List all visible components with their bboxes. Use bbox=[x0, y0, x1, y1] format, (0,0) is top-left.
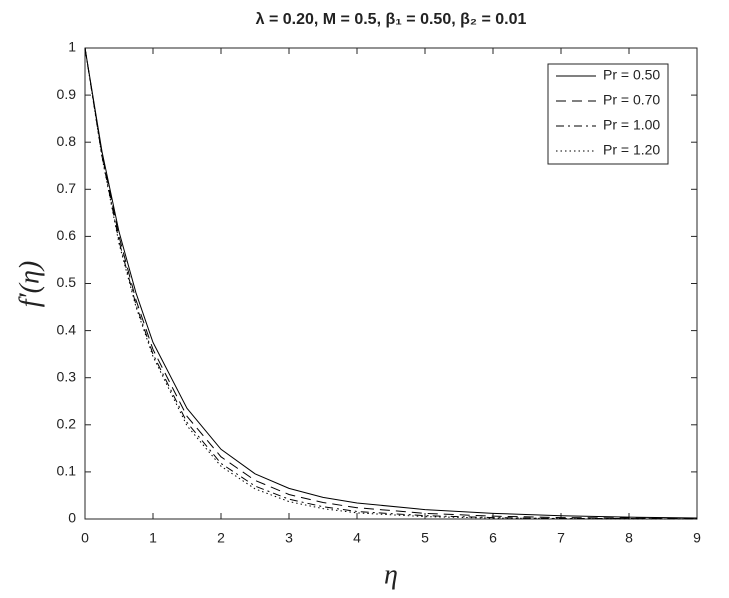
x-tick-label: 7 bbox=[557, 530, 565, 546]
x-tick-label: 5 bbox=[421, 530, 429, 546]
y-tick-label: 0.9 bbox=[57, 86, 77, 102]
x-tick-label: 0 bbox=[81, 530, 89, 546]
x-tick-label: 4 bbox=[353, 530, 361, 546]
x-tick-label: 2 bbox=[217, 530, 225, 546]
x-tick-label: 6 bbox=[489, 530, 497, 546]
y-tick-label: 0.1 bbox=[57, 463, 77, 479]
legend-label: Pr = 0.70 bbox=[603, 92, 660, 108]
y-tick-label: 0.2 bbox=[57, 416, 77, 432]
y-tick-label: 0.6 bbox=[57, 227, 77, 243]
y-tick-label: 0.3 bbox=[57, 368, 77, 384]
y-tick-label: 0 bbox=[68, 510, 76, 526]
y-axis-label: f′(η) bbox=[14, 261, 45, 307]
data-line bbox=[84, 47, 698, 520]
y-tick-label: 1 bbox=[68, 39, 76, 55]
y-tick-label: 0.4 bbox=[57, 321, 77, 337]
legend-label: Pr = 1.20 bbox=[603, 142, 660, 158]
legend-label: Pr = 1.00 bbox=[603, 117, 660, 133]
x-tick-label: 9 bbox=[693, 530, 701, 546]
x-axis-label: η bbox=[384, 559, 398, 590]
legend-label: Pr = 0.50 bbox=[603, 67, 660, 83]
y-tick-label: 0.5 bbox=[57, 274, 77, 290]
data-line bbox=[84, 47, 698, 519]
y-tick-label: 0.7 bbox=[57, 180, 77, 196]
data-line bbox=[84, 47, 698, 520]
x-tick-label: 8 bbox=[625, 530, 633, 546]
x-tick-label: 3 bbox=[285, 530, 293, 546]
y-tick-label: 0.8 bbox=[57, 133, 77, 149]
legend-box bbox=[547, 63, 669, 165]
x-tick-label: 1 bbox=[149, 530, 157, 546]
chart-title: λ = 0.20, M = 0.5, β₁ = 0.50, β₂ = 0.01 bbox=[256, 11, 527, 28]
